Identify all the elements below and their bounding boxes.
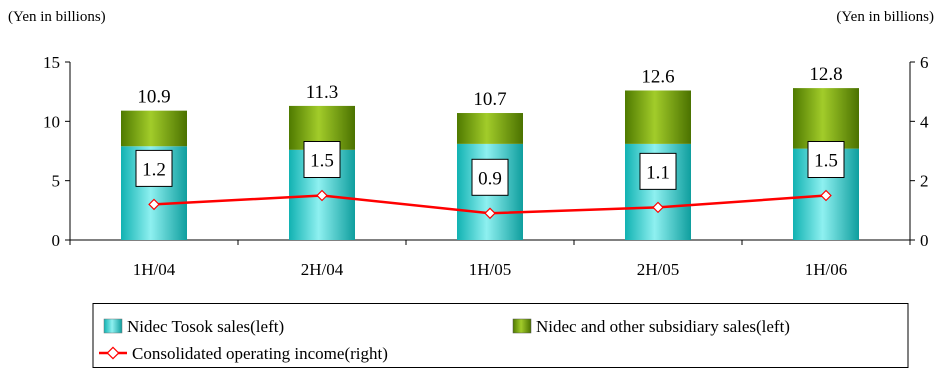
income-label: 1.5: [310, 151, 334, 172]
x-tick-label: 1H/04: [133, 260, 176, 279]
income-label: 0.9: [478, 168, 502, 189]
right-tick-label: 2: [920, 172, 929, 191]
legend-swatch-subsidiary: [512, 318, 532, 334]
x-tick-label: 2H/04: [301, 260, 344, 279]
bar-nidec-subsidiary: [793, 88, 859, 149]
left-tick-label: 15: [43, 53, 60, 72]
x-tick-label: 1H/06: [805, 260, 848, 279]
bar-total-label: 12.6: [641, 66, 674, 87]
income-label: 1.5: [814, 151, 838, 172]
income-marker: [484, 207, 496, 220]
income-label: 1.2: [142, 159, 166, 180]
income-label-box: [471, 158, 509, 196]
income-label-box: [135, 149, 173, 187]
income-marker: [652, 201, 664, 214]
income-marker: [316, 189, 328, 202]
bar-nidec-subsidiary: [457, 113, 523, 144]
income-marker: [148, 198, 160, 211]
legend-label-tosok: Nidec Tosok sales(left): [127, 317, 284, 336]
right-tick-label: 0: [920, 231, 929, 250]
left-tick-label: 5: [52, 172, 61, 191]
plot-area: 0 5 10 15 0 2 4 6 1H/04 2H/04 1H/05 2H/05 1H/06 10.9 1…: [43, 53, 929, 279]
left-tick-label: 0: [52, 231, 61, 250]
bar-total-label: 11.3: [306, 82, 339, 103]
legend-label-income: Consolidated operating income(right): [132, 344, 388, 363]
bar-nidec-subsidiary: [121, 110, 187, 147]
income-label-box: [303, 141, 341, 178]
legend-label-subsidiary: Nidec and other subsidiary sales(left): [536, 317, 790, 336]
legend: Nidec Tosok sales(left) Nidec and other …: [92, 303, 909, 368]
legend-marker-income: [106, 346, 120, 360]
left-axis-title: (Yen in billions): [8, 9, 106, 25]
bar-total-label: 12.8: [809, 64, 842, 85]
income-label-box: [639, 152, 677, 190]
income-label-box: [807, 141, 845, 178]
right-tick-label: 4: [920, 112, 929, 131]
bar-total-label: 10.9: [137, 87, 170, 108]
bar-nidec-subsidiary: [625, 90, 691, 144]
right-tick-label: 6: [920, 53, 929, 72]
x-tick-label: 1H/05: [469, 260, 512, 279]
legend-box: [92, 303, 909, 368]
x-tick-label: 2H/05: [637, 260, 680, 279]
right-axis-title: (Yen in billions): [836, 9, 934, 25]
income-marker: [820, 189, 832, 202]
legend-swatch-tosok: [103, 318, 123, 334]
left-tick-label: 10: [43, 112, 60, 131]
bar-total-label: 10.7: [473, 89, 506, 110]
income-label: 1.1: [646, 162, 670, 183]
